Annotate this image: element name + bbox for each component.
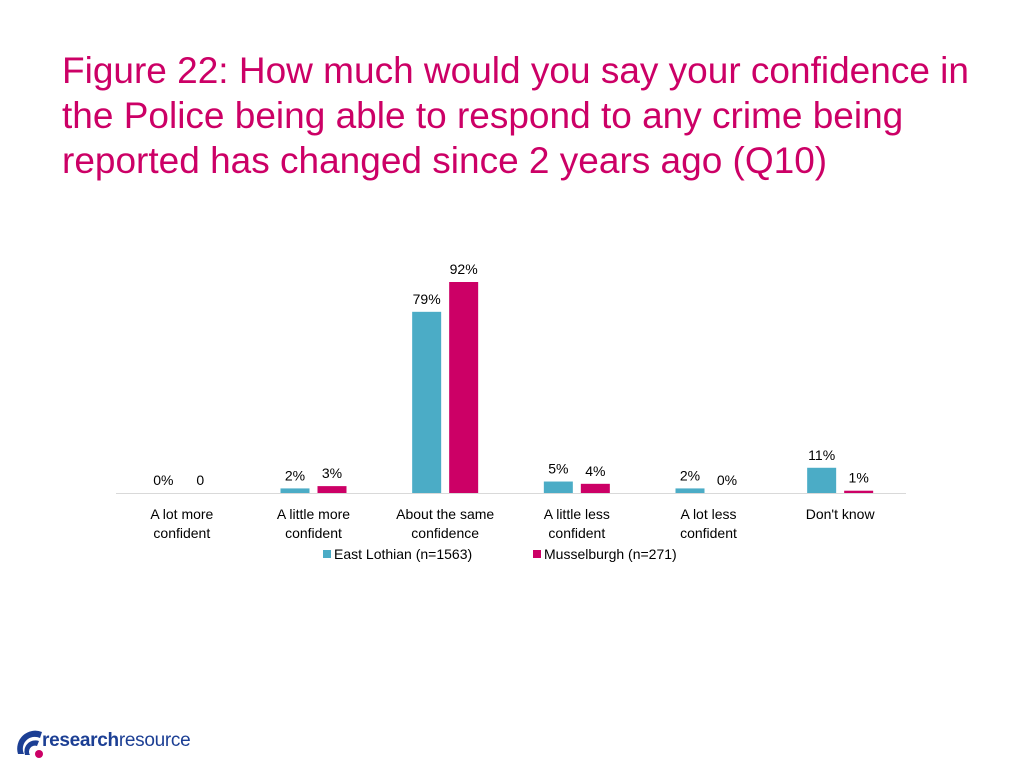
- data-label: 5%: [548, 461, 568, 477]
- category-label: confident: [153, 525, 210, 541]
- bar-musselburgh: [844, 490, 874, 493]
- bar-musselburgh: [580, 483, 610, 493]
- data-label: 92%: [450, 261, 478, 277]
- category-label: A little more: [277, 506, 350, 522]
- category-label: confident: [285, 525, 342, 541]
- data-label: 0%: [717, 472, 737, 488]
- category-label: A lot more: [150, 506, 213, 522]
- data-label: 4%: [585, 463, 605, 479]
- bar-east-lothian: [675, 488, 705, 493]
- chart-title: Figure 22: How much would you say your c…: [62, 50, 969, 181]
- data-label: 79%: [413, 291, 441, 307]
- category-label: A little less: [544, 506, 610, 522]
- category-label: A lot less: [680, 506, 736, 522]
- data-label: 11%: [808, 447, 835, 463]
- bar-east-lothian: [280, 488, 310, 493]
- bar-east-lothian: [807, 467, 837, 493]
- logo-text-bold: research: [42, 730, 119, 751]
- logo-mark-icon: [17, 730, 43, 758]
- legend-swatch: [533, 550, 541, 558]
- category-label: About the same: [396, 506, 494, 522]
- bar-east-lothian: [543, 481, 573, 493]
- logo-text-light: resource: [118, 730, 191, 751]
- data-label: 3%: [322, 465, 342, 481]
- category-label: confident: [548, 525, 605, 541]
- category-label: confident: [680, 525, 737, 541]
- category-label: confidence: [411, 525, 479, 541]
- bar-east-lothian: [412, 311, 442, 493]
- logo-text: researchresource: [42, 730, 191, 752]
- data-label: 0: [196, 472, 204, 488]
- research-resource-logo: researchresource: [0, 712, 210, 768]
- bar-musselburgh: [317, 486, 347, 493]
- category-label: Don't know: [806, 506, 876, 522]
- legend-label: Musselburgh (n=271): [544, 546, 677, 562]
- legend-label: East Lothian (n=1563): [334, 546, 472, 562]
- bar-chart: 0% 0 A lot more confident 2% 3% A little more c…: [116, 261, 906, 562]
- legend-swatch: [323, 550, 331, 558]
- data-label: 2%: [680, 467, 700, 483]
- data-label: 1%: [849, 470, 869, 486]
- data-label: 0%: [153, 472, 173, 488]
- data-label: 2%: [285, 467, 305, 483]
- bar-musselburgh: [449, 282, 479, 493]
